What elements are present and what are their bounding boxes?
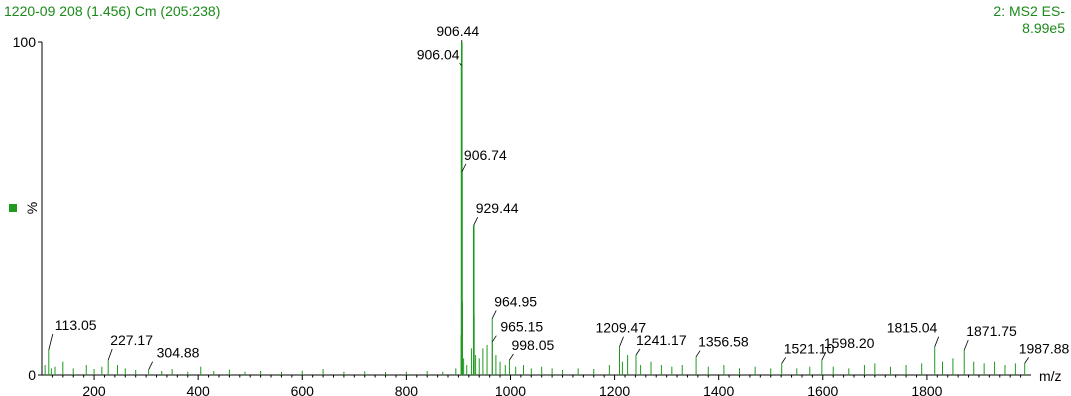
peak-label: 304.88: [157, 345, 200, 361]
peak-label: 965.15: [500, 319, 543, 335]
peak-label-leader: [821, 351, 827, 361]
peak-label-leader: [491, 310, 497, 319]
y-tick-label: 0: [28, 367, 36, 383]
y-tick-label: 100: [13, 34, 37, 50]
function-label: 2: MS2 ES-: [993, 3, 1065, 19]
peak-label: 929.44: [476, 200, 519, 216]
peak-label: 964.95: [494, 293, 537, 309]
peak-label: 1356.58: [698, 334, 749, 350]
peaks-group: [44, 42, 1026, 375]
peak-label: 1815.04: [887, 320, 938, 336]
peak-label: 113.05: [55, 317, 97, 333]
peak-label-leader: [934, 336, 940, 347]
peak-label-leader: [635, 348, 641, 356]
x-axis-label: m/z: [1039, 368, 1062, 384]
run-info-header: 1220-09 208 (1.456) Cm (205:238): [4, 3, 221, 19]
peak-label: 1598.20: [824, 335, 875, 351]
x-tick-label: 1200: [599, 383, 630, 396]
peak-label: 906.04: [417, 46, 460, 62]
legend-square-icon: [9, 204, 17, 212]
peak-label: 906.74: [464, 147, 507, 163]
peak-label-leader: [148, 361, 154, 370]
peak-label-leader: [492, 335, 497, 342]
x-tick-label: 600: [291, 383, 315, 396]
x-tick-label: 1800: [911, 383, 942, 396]
peak-label: 1871.75: [966, 323, 1017, 339]
peak-label: 1209.47: [596, 320, 647, 336]
peak-label-leader: [509, 353, 514, 361]
axes-group: % m/z: [9, 42, 1062, 384]
y-axis-label: %: [24, 202, 40, 214]
peak-label: 227.17: [110, 332, 153, 348]
peak-label: 998.05: [511, 337, 554, 353]
peak-label-leader: [459, 63, 462, 66]
peak-label-leader: [107, 348, 113, 361]
peak-label: 1987.88: [1019, 340, 1070, 356]
peak-label-leader: [695, 350, 701, 357]
peak-label: 1241.17: [636, 332, 687, 348]
x-tick-label: 400: [186, 383, 210, 396]
x-tick-label: 1000: [495, 383, 526, 396]
peak-label-leader: [963, 339, 969, 351]
ticks-group: 200 400 600 800 1000 1200 1400 1600 1800 0 100: [13, 34, 1022, 396]
peak-label-leader: [619, 336, 624, 347]
peak-label: 1521.10: [784, 340, 835, 356]
peak-label-leader: [461, 163, 467, 173]
x-tick-label: 800: [395, 383, 419, 396]
intensity-label: 8.99e5: [1022, 20, 1065, 36]
x-tick-label: 200: [82, 383, 106, 396]
peak-label: 906.44: [436, 23, 479, 39]
x-tick-label: 1400: [703, 383, 734, 396]
peak-label-leader: [473, 216, 479, 226]
peak-label-leader: [48, 333, 54, 351]
peak-label-leader: [1024, 357, 1030, 364]
x-tick-label: 1600: [807, 383, 838, 396]
peak-label-leader: [781, 357, 787, 364]
